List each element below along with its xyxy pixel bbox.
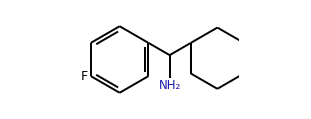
Text: F: F bbox=[81, 70, 88, 83]
Text: NH₂: NH₂ bbox=[159, 79, 181, 92]
